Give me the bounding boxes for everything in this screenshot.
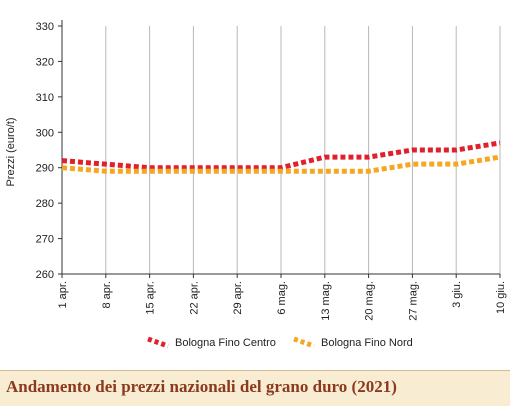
- chart-caption: Andamento dei prezzi nazionali del grano…: [6, 377, 397, 396]
- legend-label-1: Bologna Fino Nord: [321, 337, 413, 349]
- y-tick-labels: 260 270 280 290 300 310 320 330: [36, 21, 54, 281]
- y-tick-label-310: 310: [36, 92, 54, 104]
- y-tick-label-270: 270: [36, 234, 54, 246]
- x-tick-label-0: 1 apr.: [57, 281, 69, 309]
- legend-swatch-1: [293, 336, 315, 349]
- x-tick-label-5: 6 mag.: [276, 281, 288, 315]
- x-tick-label-10: 10 giu.: [495, 281, 507, 314]
- legend-swatch-0: [147, 336, 169, 349]
- y-axis-label: Prezzi (euro/t): [5, 117, 17, 186]
- series-lines: [61, 140, 501, 174]
- legend: Bologna Fino Centro Bologna Fino Nord: [147, 336, 413, 349]
- y-tick-label-320: 320: [36, 56, 54, 68]
- y-tick-label-280: 280: [36, 198, 54, 210]
- y-tick-label-260: 260: [36, 269, 54, 281]
- x-tick-labels: 1 apr. 8 apr. 15 apr. 22 apr. 29 apr. 6 mag. 1…: [57, 281, 507, 321]
- y-tick-label-290: 290: [36, 163, 54, 175]
- x-tick-label-1: 8 apr.: [101, 281, 113, 309]
- legend-label-0: Bologna Fino Centro: [175, 337, 276, 349]
- y-tick-label-330: 330: [36, 21, 54, 33]
- axes: [58, 20, 501, 278]
- chart-caption-bar: Andamento dei prezzi nazionali del grano…: [0, 370, 510, 406]
- x-tick-label-8: 27 mag.: [407, 281, 419, 321]
- y-tick-label-300: 300: [36, 127, 54, 139]
- x-tick-label-3: 22 apr.: [188, 281, 200, 315]
- x-tick-label-4: 29 apr.: [232, 281, 244, 315]
- price-line-chart: 260 270 280 290 300 310 320 330 1 apr. 8 apr. 15 …: [5, 20, 507, 349]
- x-tick-label-2: 15 apr.: [145, 281, 157, 315]
- x-tick-label-9: 3 giu.: [451, 281, 463, 308]
- x-tick-label-7: 20 mag.: [364, 281, 376, 321]
- x-tick-label-6: 13 mag.: [320, 281, 332, 321]
